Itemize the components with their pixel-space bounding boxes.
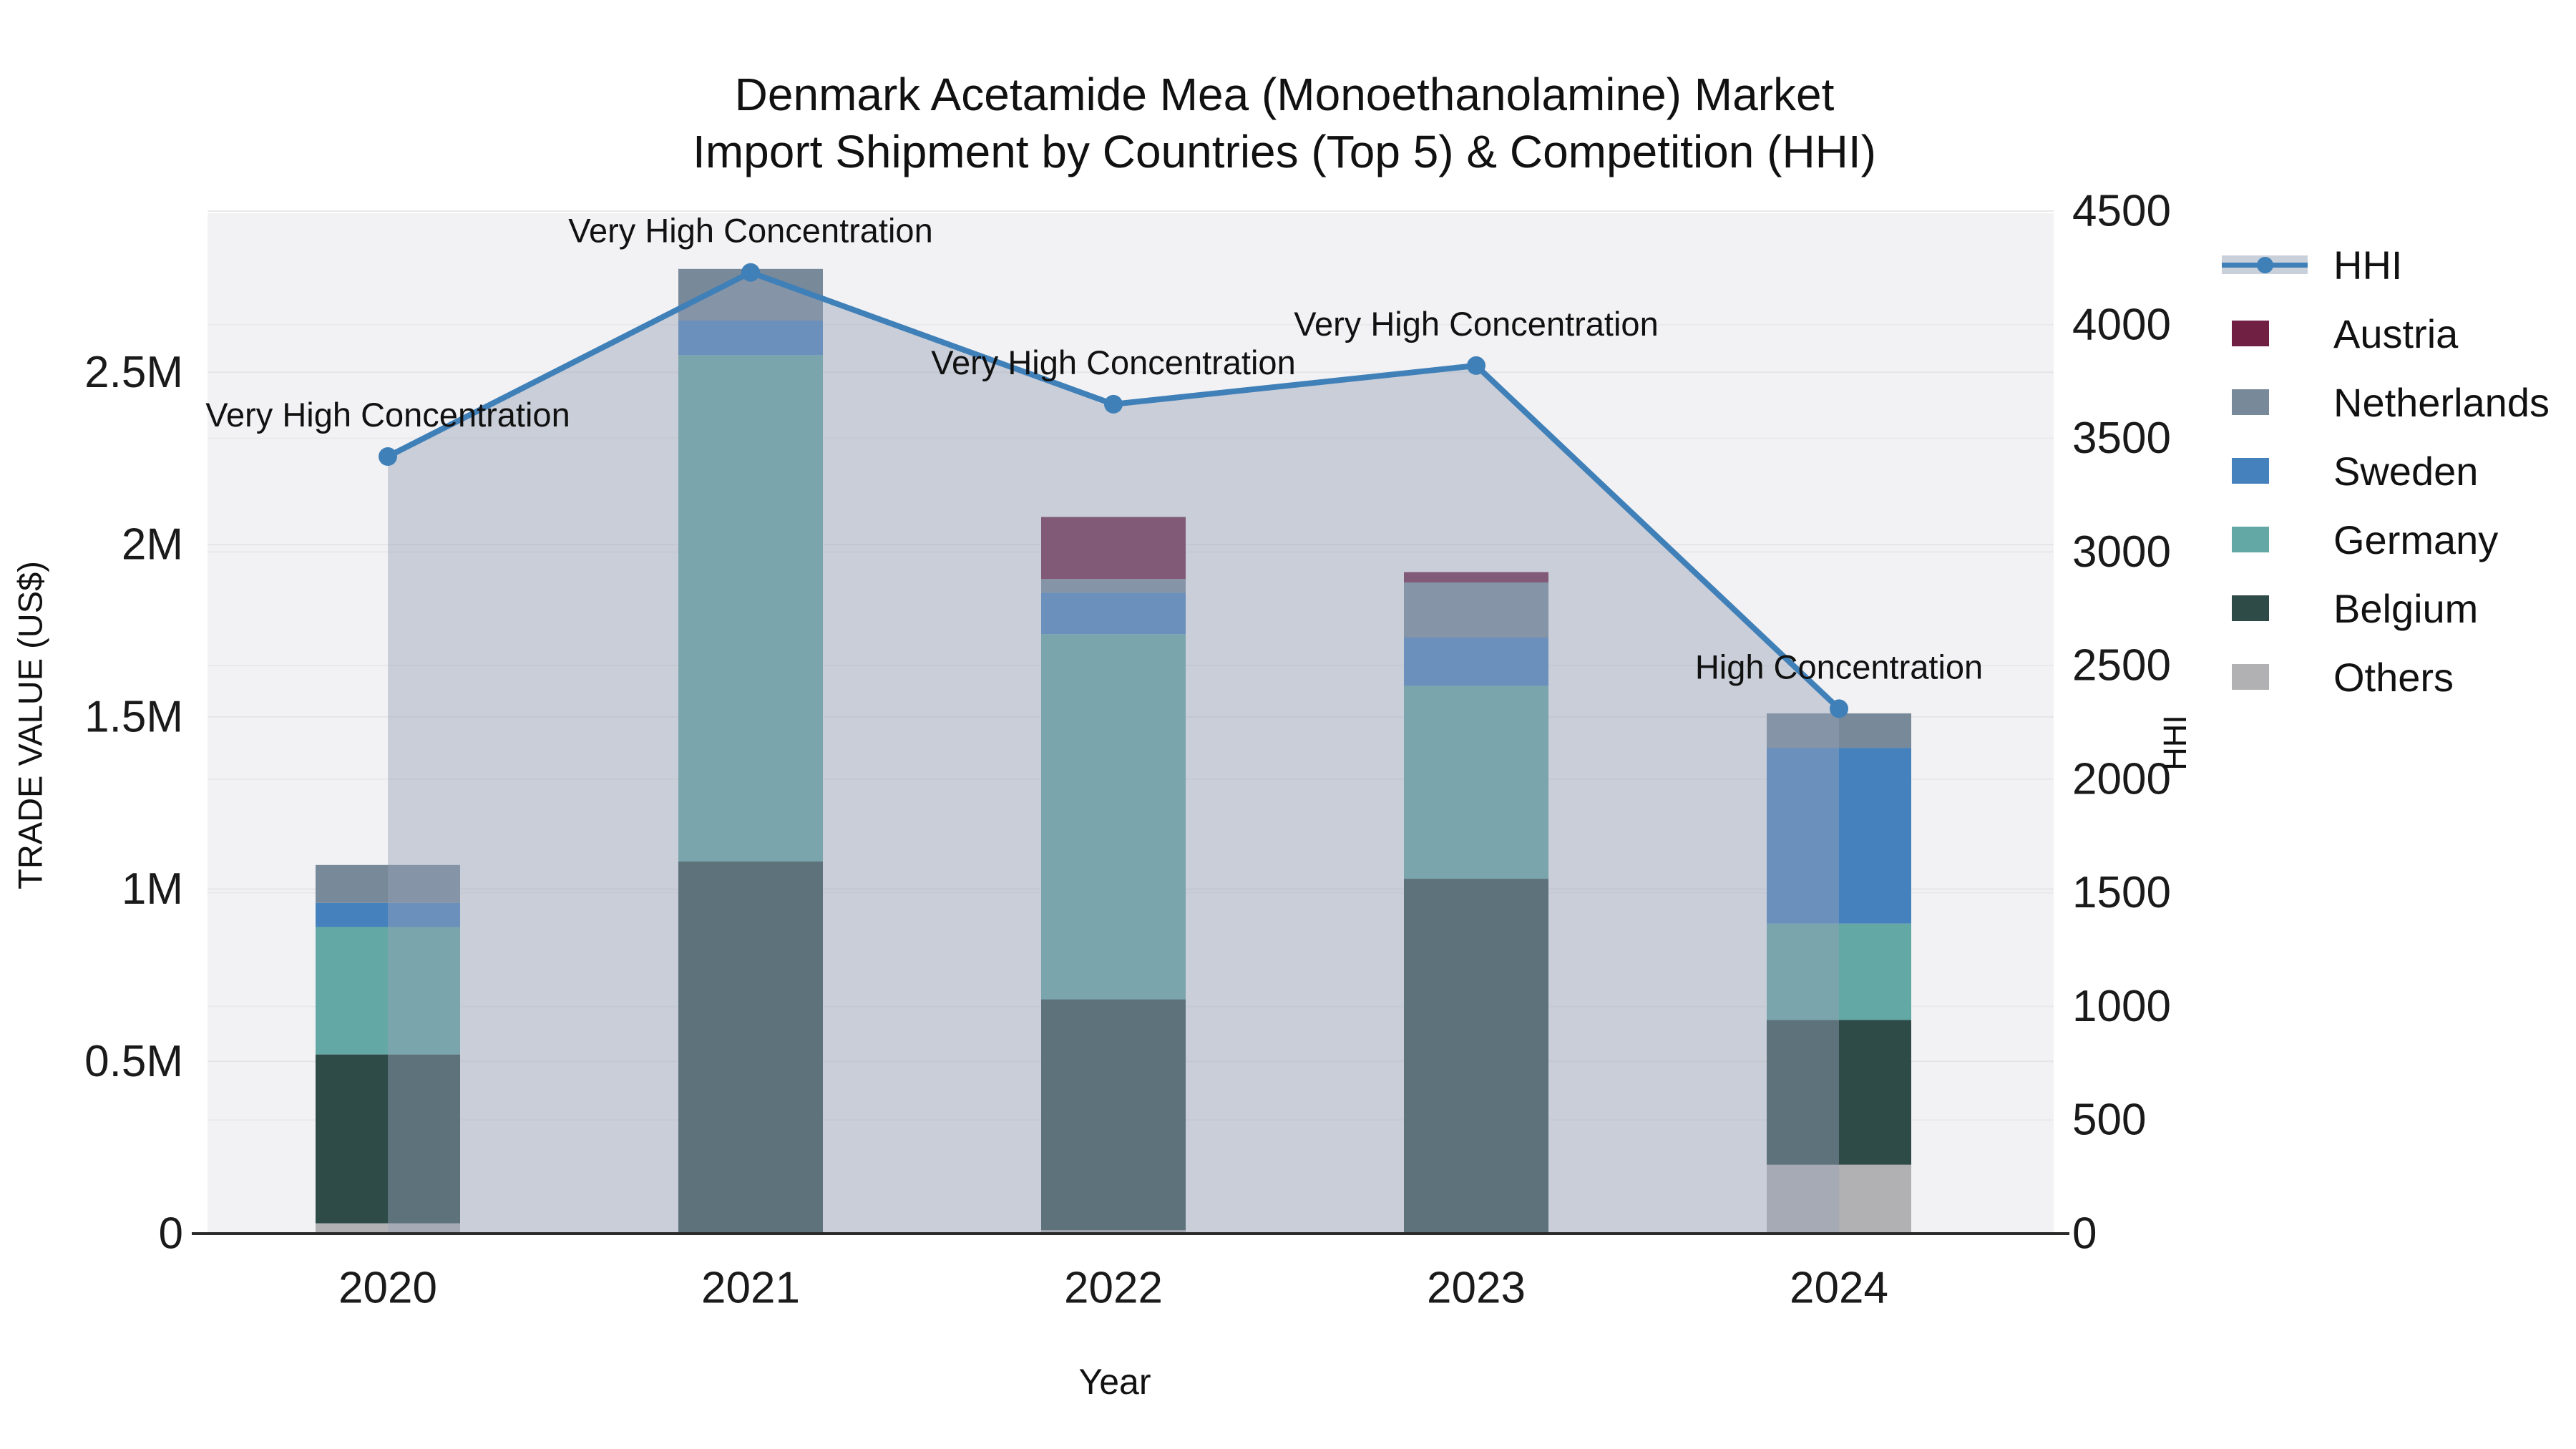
- y-left-tick-2M: 2M: [122, 520, 183, 570]
- hhi-point-2022[interactable]: [1104, 394, 1123, 414]
- bar-segment-netherlands-2023[interactable]: [1404, 582, 1548, 638]
- bar-segment-netherlands-2022[interactable]: [1041, 579, 1186, 593]
- bar-segment-sweden-2024[interactable]: [1767, 748, 1911, 924]
- legend-item-belgium[interactable]: Belgium: [2222, 574, 2550, 643]
- legend-label: HHI: [2333, 242, 2403, 288]
- bar-segment-belgium-2022[interactable]: [1041, 999, 1186, 1231]
- y-left-tick-2.5M: 2.5M: [84, 348, 183, 397]
- tick-labels: 0 0.5M 1M 1.5M 2M 2.5M 0 500 1000 1500 2000 2500 300…: [84, 187, 2171, 1313]
- chart-title-line2: Import Shipment by Countries (Top 5) & C…: [693, 126, 1876, 177]
- legend-swatch-icon: [2222, 664, 2315, 690]
- legend-label: Sweden: [2333, 448, 2479, 494]
- bar-segment-germany-2024[interactable]: [1767, 923, 1911, 1020]
- bar-segment-sweden-2023[interactable]: [1404, 638, 1548, 686]
- y-right-tick-4500: 4500: [2072, 187, 2171, 236]
- hhi-point-2021[interactable]: [741, 263, 760, 282]
- bar-segment-sweden-2022[interactable]: [1041, 592, 1186, 635]
- bar-segment-belgium-2020[interactable]: [316, 1054, 460, 1224]
- hhi-point-2024[interactable]: [1830, 699, 1848, 718]
- y-left-tick-0: 0: [159, 1209, 183, 1259]
- bar-segment-netherlands-2020[interactable]: [316, 864, 460, 903]
- y-axis-right-title: HHI: [2157, 715, 2193, 771]
- legend-swatch-icon: [2222, 595, 2315, 621]
- legend-item-netherlands[interactable]: Netherlands: [2222, 368, 2550, 436]
- legend-label: Netherlands: [2333, 379, 2550, 425]
- y-right-tick-4000: 4000: [2072, 300, 2171, 349]
- legend-item-austria[interactable]: Austria: [2222, 299, 2550, 368]
- bar-segment-netherlands-2024[interactable]: [1767, 713, 1911, 748]
- legend-swatch-icon: [2222, 458, 2315, 484]
- legend-label: Germany: [2333, 517, 2499, 562]
- legend-swatch-icon: [2222, 389, 2315, 415]
- y-axis-left-title: TRADE VALUE (US$): [11, 561, 49, 889]
- y-right-tick-1000: 1000: [2072, 982, 2171, 1031]
- legend-label: Belgium: [2333, 585, 2479, 631]
- bar-segment-belgium-2024[interactable]: [1767, 1020, 1911, 1165]
- y-left-tick-1M: 1M: [122, 864, 183, 914]
- x-axis-title: Year: [1078, 1362, 1151, 1402]
- bar-segment-others-2024[interactable]: [1767, 1164, 1911, 1234]
- chart-title-line1: Denmark Acetamide Mea (Monoethanolamine)…: [734, 69, 1835, 120]
- legend-label: Austria: [2333, 311, 2459, 356]
- legend-swatch-icon: [2222, 321, 2315, 346]
- y-right-tick-2000: 2000: [2072, 754, 2171, 804]
- hhi-annotation-2020: Very High Concentration: [205, 396, 570, 434]
- bar-segment-germany-2022[interactable]: [1041, 634, 1186, 1000]
- x-tick-2021: 2021: [701, 1264, 800, 1313]
- bar-segment-sweden-2021[interactable]: [678, 321, 823, 356]
- bar-segment-belgium-2021[interactable]: [678, 861, 823, 1234]
- bar-segment-belgium-2023[interactable]: [1404, 879, 1548, 1234]
- legend-item-sweden[interactable]: Sweden: [2222, 436, 2550, 505]
- hhi-point-2020[interactable]: [379, 447, 397, 466]
- x-tick-2022: 2022: [1064, 1264, 1163, 1313]
- y-right-tick-3000: 3000: [2072, 527, 2171, 577]
- hhi-annotation-2022: Very High Concentration: [931, 343, 1295, 381]
- bar-segment-austria-2022[interactable]: [1041, 517, 1186, 580]
- bar-segment-sweden-2020[interactable]: [316, 902, 460, 927]
- bar-segment-germany-2020[interactable]: [316, 927, 460, 1055]
- y-left-tick-1.5M: 1.5M: [84, 692, 183, 741]
- hhi-area-fill: [388, 272, 1839, 1234]
- legend: HHI Austria Netherlands Sweden Germany Belgiu…: [2222, 230, 2550, 711]
- y-right-tick-1500: 1500: [2072, 868, 2171, 917]
- y-right-tick-500: 500: [2072, 1096, 2146, 1145]
- x-tick-2023: 2023: [1427, 1264, 1526, 1313]
- y-right-tick-2500: 2500: [2072, 641, 2171, 691]
- legend-swatch-icon: [2222, 527, 2315, 552]
- legend-item-germany[interactable]: Germany: [2222, 505, 2550, 574]
- y-right-tick-3500: 3500: [2072, 414, 2171, 463]
- bar-segment-germany-2021[interactable]: [678, 355, 823, 862]
- y-right-tick-0: 0: [2072, 1209, 2097, 1259]
- y-left-tick-0.5M: 0.5M: [84, 1037, 183, 1086]
- x-tick-2020: 2020: [338, 1264, 437, 1313]
- bars: [316, 268, 1911, 1234]
- bar-segment-others-2020[interactable]: [316, 1223, 460, 1234]
- chart-title: Denmark Acetamide Mea (Monoethanolamine)…: [693, 66, 1876, 180]
- hhi-point-2023[interactable]: [1467, 356, 1485, 375]
- legend-label: Others: [2333, 654, 2454, 700]
- hhi-annotation-2021: Very High Concentration: [568, 212, 932, 250]
- x-tick-2024: 2024: [1790, 1264, 1888, 1313]
- legend-item-hhi[interactable]: HHI: [2222, 230, 2550, 299]
- bar-segment-germany-2023[interactable]: [1404, 686, 1548, 879]
- legend-item-others[interactable]: Others: [2222, 643, 2550, 711]
- legend-line-icon: [2222, 255, 2315, 274]
- bar-segment-others-2022[interactable]: [1041, 1230, 1186, 1234]
- bar-segment-austria-2023[interactable]: [1404, 572, 1548, 582]
- hhi-annotation-2024: High Concentration: [1695, 648, 1983, 686]
- hhi-annotation-2023: Very High Concentration: [1294, 305, 1658, 343]
